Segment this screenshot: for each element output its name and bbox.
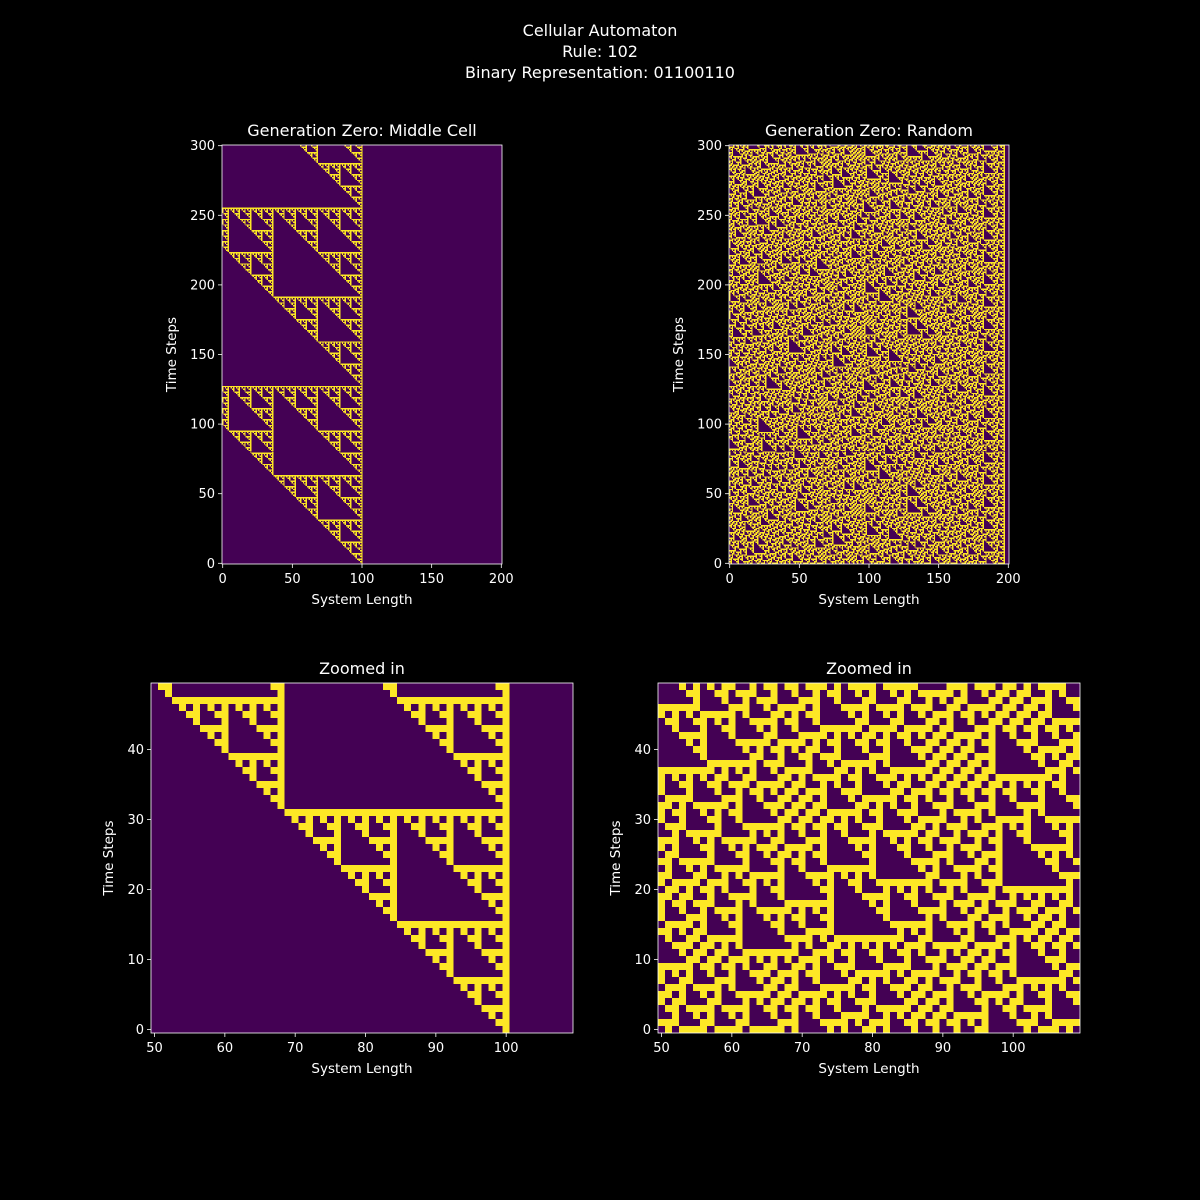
x-tick-label: 80 bbox=[357, 1041, 374, 1056]
panel-title: Generation Zero: Random bbox=[765, 121, 973, 140]
chart-panel-2: Generation Zero: Random 0 50 100 150 200 0 50 10… bbox=[671, 121, 1021, 608]
figure-title: Cellular Automaton Rule: 102 Binary Repr… bbox=[0, 20, 1200, 83]
y-tick-label: 20 bbox=[127, 883, 144, 898]
panel-title: Zoomed in bbox=[826, 659, 912, 678]
chart-panel-3: Zoomed in 50 60 70 80 90 100 0 10 20 30 40 System Le… bbox=[101, 659, 574, 1077]
y-tick-label: 50 bbox=[705, 487, 722, 502]
x-tick-label: 60 bbox=[217, 1041, 234, 1056]
plot-frame bbox=[657, 682, 1081, 1034]
y-tick-label: 30 bbox=[634, 813, 651, 828]
x-axis-label: System Length bbox=[311, 1061, 412, 1077]
x-tick-label: 100 bbox=[494, 1041, 519, 1056]
x-tick-label: 100 bbox=[1001, 1041, 1026, 1056]
heatmap-cells bbox=[158, 683, 510, 1033]
y-tick-label: 300 bbox=[190, 139, 215, 154]
x-tick-label: 150 bbox=[419, 572, 444, 587]
plot-frame bbox=[150, 682, 574, 1034]
x-axis-label: System Length bbox=[818, 1061, 919, 1077]
y-tick-label: 100 bbox=[697, 418, 722, 433]
x-tick-label: 50 bbox=[284, 572, 301, 587]
y-tick-label: 150 bbox=[697, 348, 722, 363]
y-tick-label: 50 bbox=[198, 487, 215, 502]
y-tick-label: 0 bbox=[207, 557, 215, 572]
chart-panel-4: Zoomed in 50 60 70 80 90 100 0 10 20 30 40 System Le… bbox=[608, 659, 1081, 1077]
y-tick-label: 150 bbox=[190, 348, 215, 363]
chart-panel-1: Generation Zero: Middle Cell 0 50 100 150 200… bbox=[164, 121, 514, 608]
heatmap-cells bbox=[729, 145, 1005, 564]
y-tick-label: 250 bbox=[697, 209, 722, 224]
y-tick-label: 200 bbox=[697, 278, 722, 293]
y-tick-label: 40 bbox=[127, 743, 144, 758]
x-tick-label: 60 bbox=[724, 1041, 741, 1056]
x-axis-label: System Length bbox=[818, 592, 919, 608]
x-tick-label: 0 bbox=[219, 572, 227, 587]
y-tick-label: 0 bbox=[136, 1023, 144, 1038]
y-tick-label: 0 bbox=[643, 1023, 651, 1038]
figure-title-line-2: Rule: 102 bbox=[562, 42, 638, 61]
heatmap-cells bbox=[222, 145, 363, 564]
heatmap-cells bbox=[658, 683, 1080, 1033]
x-tick-label: 70 bbox=[794, 1041, 811, 1056]
y-tick-label: 100 bbox=[190, 418, 215, 433]
x-tick-label: 90 bbox=[935, 1041, 952, 1056]
x-axis-label: System Length bbox=[311, 592, 412, 608]
y-axis-label: Time Steps bbox=[164, 317, 180, 393]
y-axis-label: Time Steps bbox=[101, 820, 117, 896]
panel-title: Zoomed in bbox=[319, 659, 405, 678]
x-tick-label: 50 bbox=[146, 1041, 163, 1056]
x-tick-label: 100 bbox=[857, 572, 882, 587]
x-tick-label: 70 bbox=[287, 1041, 304, 1056]
x-tick-label: 150 bbox=[926, 572, 951, 587]
x-tick-label: 200 bbox=[489, 572, 514, 587]
y-tick-label: 10 bbox=[634, 953, 651, 968]
y-tick-label: 250 bbox=[190, 209, 215, 224]
x-tick-label: 50 bbox=[653, 1041, 670, 1056]
y-tick-label: 200 bbox=[190, 278, 215, 293]
x-tick-label: 80 bbox=[864, 1041, 881, 1056]
y-tick-label: 0 bbox=[714, 557, 722, 572]
y-axis-label: Time Steps bbox=[608, 820, 624, 896]
y-tick-label: 300 bbox=[697, 139, 722, 154]
y-tick-label: 10 bbox=[127, 953, 144, 968]
figure-title-line-1: Cellular Automaton bbox=[522, 21, 678, 40]
panel-title: Generation Zero: Middle Cell bbox=[247, 121, 476, 140]
y-tick-label: 20 bbox=[634, 883, 651, 898]
x-tick-label: 50 bbox=[791, 572, 808, 587]
x-tick-label: 100 bbox=[350, 572, 375, 587]
x-tick-label: 0 bbox=[726, 572, 734, 587]
y-tick-label: 40 bbox=[634, 743, 651, 758]
x-tick-label: 200 bbox=[996, 572, 1021, 587]
y-tick-label: 30 bbox=[127, 813, 144, 828]
x-tick-label: 90 bbox=[428, 1041, 445, 1056]
figure-title-line-3: Binary Representation: 01100110 bbox=[465, 63, 735, 82]
y-axis-label: Time Steps bbox=[671, 317, 687, 393]
